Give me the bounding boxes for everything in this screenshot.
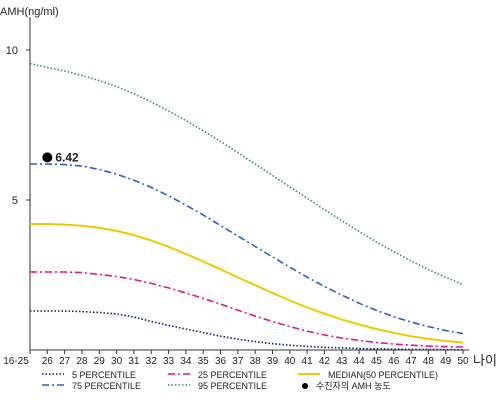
x-tick-label: 46	[388, 356, 400, 367]
x-tick-label: 48	[423, 356, 435, 367]
patient-marker: 6.42	[42, 150, 79, 164]
x-tick-label: 50	[457, 356, 469, 367]
x-tick-label: 29	[94, 356, 106, 367]
x-tick-label: 40	[284, 356, 296, 367]
x-tick-label: 31	[128, 356, 140, 367]
x-tick-label: 37	[232, 356, 244, 367]
x-tick-label: 44	[354, 356, 366, 367]
x-tick-label: 39	[267, 356, 279, 367]
y-tick-label: 5	[12, 195, 18, 207]
x-tick-label: 30	[111, 356, 123, 367]
x-tick-label: 16-25	[3, 356, 29, 367]
x-tick-label: 38	[250, 356, 262, 367]
x-tick-label: 34	[180, 356, 192, 367]
legend-label: 95 PERCENTILE	[198, 381, 267, 391]
y-axis-label: AMH(ng/ml)	[0, 6, 59, 18]
series-line	[30, 223, 464, 344]
x-tick-label: 27	[59, 356, 71, 367]
legend: 5 PERCENTILE 25 PERCENTILE MEDIAN(50 PERCE…	[42, 370, 438, 391]
patient-value-label: 6.42	[55, 150, 79, 164]
x-axis-label: 나이	[473, 353, 497, 368]
x-tick-label: 26	[42, 356, 54, 367]
x-tick-label: 43	[336, 356, 348, 367]
patient-point	[42, 152, 53, 163]
series-line	[30, 163, 464, 335]
series-line	[30, 271, 464, 348]
legend-label: 25 PERCENTILE	[198, 370, 267, 380]
x-tick-label: 32	[146, 356, 158, 367]
x-tick-label: 35	[198, 356, 210, 367]
y-tick-label: 10	[6, 45, 18, 57]
legend-patient-label: 수진자의 AMH 농도	[316, 381, 391, 391]
x-tick-label: 33	[163, 356, 175, 367]
legend-label: MEDIAN(50 PERCENTILE)	[328, 370, 438, 380]
x-tick-label: 45	[371, 356, 383, 367]
legend-patient-swatch	[302, 383, 308, 389]
x-tick-label: 36	[215, 356, 227, 367]
x-tick-label: 28	[76, 356, 88, 367]
series-line	[29, 62, 464, 286]
legend-label: 75 PERCENTILE	[72, 381, 141, 391]
x-tick-label: 47	[405, 356, 417, 367]
x-tick-label: 41	[302, 356, 314, 367]
legend-label: 5 PERCENTILE	[72, 370, 136, 380]
x-tick-label: 49	[440, 356, 452, 367]
series-lines	[29, 62, 464, 351]
axes: 5 10 16-25 26 27 28 29 30 31 32 33 34 35 36 37 38 39 40 41…	[3, 17, 469, 367]
x-tick-label: 42	[319, 356, 331, 367]
